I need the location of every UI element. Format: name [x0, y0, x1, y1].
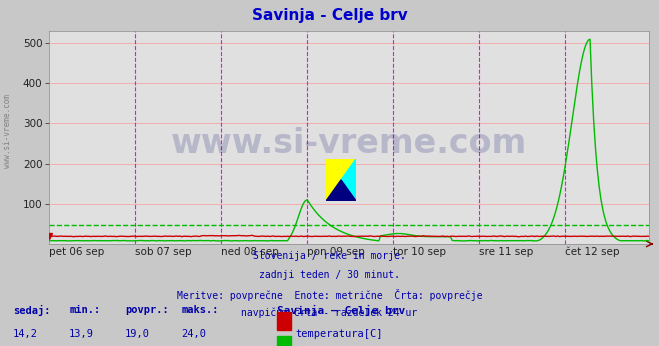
Text: Savinja - Celje brv: Savinja - Celje brv: [252, 8, 407, 22]
Text: 14,2: 14,2: [13, 329, 38, 339]
Text: min.:: min.:: [69, 305, 100, 315]
Text: povpr.:: povpr.:: [125, 305, 169, 315]
Text: zadnji teden / 30 minut.: zadnji teden / 30 minut.: [259, 270, 400, 280]
Text: Savinja – Celje brv: Savinja – Celje brv: [277, 305, 405, 316]
Text: maks.:: maks.:: [181, 305, 219, 315]
Text: 13,9: 13,9: [69, 329, 94, 339]
Text: sedaj:: sedaj:: [13, 305, 51, 316]
Text: temperatura[C]: temperatura[C]: [295, 329, 383, 339]
Polygon shape: [326, 159, 356, 201]
Polygon shape: [326, 180, 356, 201]
Text: www.si-vreme.com: www.si-vreme.com: [171, 127, 527, 161]
Polygon shape: [341, 159, 356, 201]
Text: navpična črta - razdelek 24 ur: navpična črta - razdelek 24 ur: [241, 308, 418, 318]
Text: 24,0: 24,0: [181, 329, 206, 339]
Text: Meritve: povprečne  Enote: metrične  Črta: povprečje: Meritve: povprečne Enote: metrične Črta:…: [177, 289, 482, 301]
Text: www.si-vreme.com: www.si-vreme.com: [3, 94, 13, 169]
Text: 19,0: 19,0: [125, 329, 150, 339]
Text: Slovenija / reke in morje.: Slovenija / reke in morje.: [253, 251, 406, 261]
